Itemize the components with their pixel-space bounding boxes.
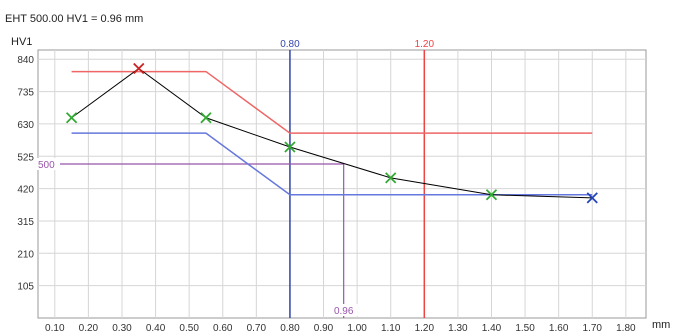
data-point: [485, 189, 498, 201]
y-tick-label: 735: [17, 88, 34, 99]
x-tick-label: 1.00: [347, 323, 367, 334]
threshold-x-label: 0.96: [334, 306, 354, 317]
x-tick-label: 0.40: [146, 323, 166, 334]
x-tick-label: 0.50: [179, 323, 199, 334]
x-tick-label: 1.70: [583, 323, 603, 334]
x-tick-label: 1.60: [549, 323, 569, 334]
data-point-stroke: [200, 112, 212, 124]
y-tick-label: 315: [17, 217, 34, 228]
x-tick-label: 0.80: [280, 323, 300, 334]
threshold-y-label: 500: [38, 160, 55, 171]
reference-label-bg: [276, 38, 303, 49]
x-tick-label: 0.90: [314, 323, 334, 334]
y-tick-label: 420: [17, 185, 34, 196]
data-point-stroke: [133, 62, 145, 75]
data-point: [385, 172, 397, 184]
data-point-stroke: [385, 172, 397, 184]
upper-limit-line: [71, 70, 593, 134]
y-tick-label: 525: [17, 152, 34, 163]
data-point-stroke: [284, 141, 296, 153]
y-tick-label: 630: [17, 120, 34, 131]
threshold-y-label-bg: [36, 157, 60, 170]
x-axis-label: mm: [652, 319, 670, 331]
x-tick-label: 1.30: [448, 323, 468, 334]
plot-area: [37, 49, 647, 319]
reference-label-1.20: 1.20: [415, 39, 435, 50]
data-point: [200, 112, 212, 124]
threshold-x-label-bg: [329, 304, 358, 316]
y-tick-label: 210: [17, 249, 34, 260]
y-tick-label: 840: [17, 55, 34, 66]
data-point: [133, 62, 145, 75]
data-point: [586, 192, 598, 204]
x-tick-label: 0.10: [45, 323, 65, 334]
data-point-stroke: [65, 112, 78, 124]
x-tick-label: 1.20: [415, 323, 435, 334]
data-point: [65, 112, 78, 124]
y-axis-label: HV1: [11, 36, 32, 48]
x-tick-label: 1.40: [482, 323, 502, 334]
data-point: [284, 141, 296, 153]
x-tick-label: 1.80: [616, 323, 636, 334]
reference-label-0.80: 0.80: [280, 39, 300, 50]
chart-title: EHT 500.00 HV1 = 0.96 mm: [5, 13, 143, 25]
y-tick-label: 105: [17, 282, 34, 293]
x-tick-label: 0.70: [247, 323, 267, 334]
x-tick-label: 0.30: [112, 323, 132, 334]
x-tick-label: 1.10: [381, 323, 401, 334]
data-point-stroke: [586, 192, 598, 204]
lower-limit-line: [71, 132, 593, 196]
reference-label-bg: [411, 38, 438, 49]
x-tick-label: 1.50: [515, 323, 535, 334]
x-tick-label: 0.60: [213, 323, 233, 334]
data-point-stroke: [485, 189, 498, 201]
x-tick-label: 0.20: [79, 323, 99, 334]
